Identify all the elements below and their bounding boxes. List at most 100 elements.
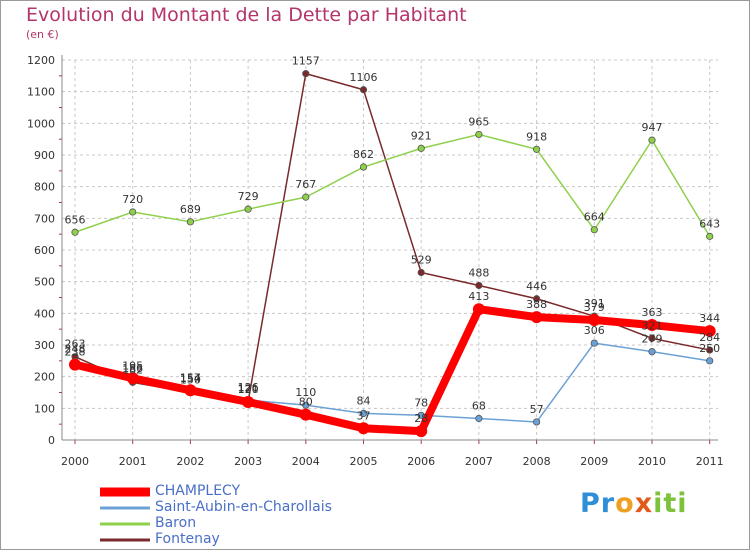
data-label-baron: 689 [180, 203, 201, 216]
y-tick-label: 0 [48, 434, 55, 447]
data-point-fontenay [475, 281, 483, 290]
data-point-champlecy [588, 313, 601, 326]
chart-subtitle: (en €) [26, 28, 59, 41]
data-point-fontenay [359, 86, 368, 94]
data-point-baron [706, 232, 714, 240]
data-label-baron: 656 [65, 213, 86, 226]
data-label-saint-aubin: 279 [642, 333, 663, 346]
y-tick-label: 900 [34, 149, 55, 162]
logo-letter: P [580, 488, 601, 519]
data-label-champlecy: 120 [238, 383, 259, 396]
data-label-fontenay: 1106 [350, 71, 378, 84]
data-point-champlecy [472, 303, 485, 316]
legend-label-saint-aubin: Saint-Aubin-en-Charollais [155, 499, 332, 515]
data-point-saint-aubin [302, 401, 310, 409]
data-point-champlecy [703, 325, 716, 338]
data-label-baron: 965 [468, 115, 489, 128]
logo-letter: r [600, 488, 616, 519]
y-tick-label: 600 [34, 244, 55, 257]
x-tick-label: 2005 [350, 455, 378, 468]
x-tick-label: 2004 [292, 455, 320, 468]
y-tick-label: 1100 [27, 86, 55, 99]
data-point-baron [590, 226, 598, 234]
x-tick-label: 2007 [465, 455, 493, 468]
legend-swatch-saint-aubin [100, 506, 150, 510]
y-tick-label: 1200 [27, 54, 55, 67]
y-tick-label: 400 [34, 307, 55, 320]
data-label-baron: 947 [642, 121, 663, 134]
data-label-baron: 921 [411, 129, 432, 142]
data-point-champlecy [299, 408, 312, 421]
data-point-baron [532, 145, 541, 153]
data-label-baron: 643 [699, 217, 720, 230]
data-label-saint-aubin: 78 [414, 396, 428, 409]
data-label-saint-aubin: 250 [699, 342, 720, 355]
data-label-fontenay: 182 [122, 363, 143, 376]
data-point-champlecy [69, 358, 81, 371]
data-label-fontenay: 284 [699, 331, 720, 344]
data-label-champlecy: 238 [65, 346, 86, 359]
logo-letter: i [677, 488, 688, 519]
legend-swatch-fontenay [100, 538, 150, 542]
data-point-baron [475, 130, 483, 139]
legend-label-champlecy: CHAMPLECY [155, 483, 241, 499]
data-point-baron [417, 144, 425, 152]
series-line-champlecy [74, 305, 711, 436]
x-tick-label: 2001 [119, 455, 147, 468]
data-label-fontenay: 263 [65, 338, 86, 351]
legend-swatch-baron [100, 522, 150, 526]
data-point-saint-aubin [590, 339, 598, 347]
data-label-fontenay: 529 [411, 253, 432, 266]
y-tick-label: 100 [34, 402, 55, 415]
series-line-baron [74, 133, 711, 237]
legend-swatch-champlecy [100, 487, 150, 497]
data-point-fontenay [648, 334, 656, 342]
data-point-baron [71, 228, 79, 236]
data-point-saint-aubin [475, 414, 483, 423]
proxiti-logo: Proxiti [580, 488, 688, 519]
data-label-fontenay: 321 [642, 319, 663, 332]
logo-letter: o [615, 488, 635, 519]
data-point-saint-aubin [359, 409, 368, 417]
data-point-baron [302, 193, 310, 201]
data-point-baron [186, 218, 194, 226]
data-label-baron: 729 [238, 190, 259, 203]
legend-label-baron: Baron [155, 515, 197, 531]
data-point-baron [648, 136, 656, 144]
data-label-fontenay: 1157 [292, 55, 320, 68]
data-point-saint-aubin [648, 348, 656, 356]
data-label-saint-aubin: 126 [238, 381, 259, 394]
data-label-saint-aubin: 248 [65, 342, 86, 355]
data-label-fontenay: 446 [526, 280, 547, 293]
data-point-baron [129, 208, 137, 216]
logo-letter: t [663, 488, 678, 519]
data-label-baron: 767 [295, 178, 316, 191]
x-tick-label: 2011 [696, 455, 724, 468]
data-point-fontenay [706, 346, 714, 354]
data-point-fontenay [532, 295, 541, 303]
data-label-champlecy: 80 [299, 396, 313, 409]
x-tick-label: 2002 [176, 455, 204, 468]
data-label-baron: 918 [526, 130, 547, 143]
logo-letter: x [634, 488, 654, 519]
logo-letter: i [653, 488, 664, 519]
y-tick-label: 500 [34, 276, 55, 289]
data-point-champlecy [357, 422, 370, 435]
data-point-champlecy [646, 319, 658, 332]
data-label-champlecy: 413 [468, 290, 489, 303]
data-point-baron [244, 205, 252, 213]
data-label-champlecy: 28 [414, 412, 428, 425]
data-label-baron: 720 [122, 193, 143, 206]
data-label-baron: 664 [584, 211, 605, 224]
x-tick-label: 2000 [61, 455, 89, 468]
data-point-champlecy [242, 396, 255, 408]
y-tick-label: 700 [34, 212, 55, 225]
data-label-champlecy: 157 [180, 371, 201, 384]
series-line-fontenay [74, 72, 710, 403]
x-tick-label: 2010 [638, 455, 666, 468]
data-label-champlecy: 195 [122, 359, 143, 372]
data-label-champlecy: 37 [357, 409, 371, 422]
data-label-saint-aubin: 110 [295, 386, 316, 399]
data-label-saint-aubin: 154 [180, 372, 201, 385]
